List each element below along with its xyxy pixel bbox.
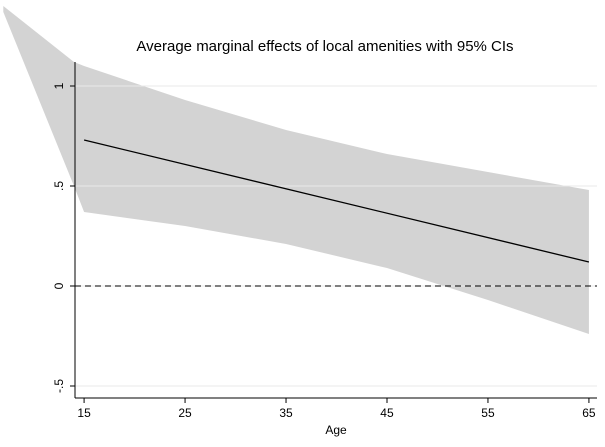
effect-line — [83, 139, 590, 263]
y-tick-label: 1 — [52, 82, 66, 89]
y-tick-label: 0 — [52, 282, 66, 289]
y-tick-label: .5 — [52, 181, 66, 191]
chart-title: Average marginal effects of local amenit… — [136, 38, 513, 55]
y-tick-label: -.5 — [52, 379, 66, 393]
x-tick-label: 25 — [178, 406, 192, 420]
x-tick-label: 65 — [582, 406, 596, 420]
x-axis-label: Age — [325, 423, 347, 437]
x-tick-label: 15 — [77, 406, 91, 420]
x-tick-label: 55 — [481, 406, 495, 420]
x-tick-label: 45 — [380, 406, 394, 420]
x-tick-label: 35 — [279, 406, 293, 420]
confidence-band — [3, 6, 589, 334]
